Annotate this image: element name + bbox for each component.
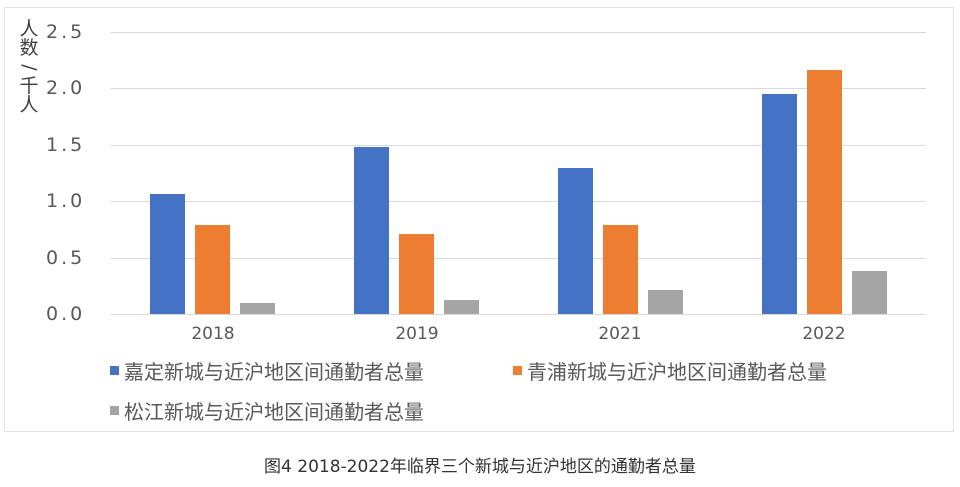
gridline bbox=[111, 314, 926, 315]
bar bbox=[240, 303, 275, 314]
x-tick-label: 2018 bbox=[191, 324, 235, 344]
x-tick-label: 2022 bbox=[802, 324, 846, 344]
y-tick-label: 1.0 bbox=[46, 190, 86, 212]
x-tick-label: 2019 bbox=[395, 324, 439, 344]
gridline bbox=[111, 88, 926, 89]
y-tick-label: 2.0 bbox=[46, 77, 86, 99]
bar bbox=[558, 168, 593, 314]
bar bbox=[603, 225, 638, 314]
legend-swatch-icon bbox=[110, 366, 119, 375]
legend-label: 嘉定新城与近沪地区间通勤者总量 bbox=[124, 360, 424, 384]
legend-item: 青浦新城与近沪地区间通勤者总量 bbox=[513, 356, 827, 385]
bar bbox=[444, 300, 479, 314]
bar bbox=[354, 147, 389, 314]
gridline bbox=[111, 145, 926, 146]
y-tick-label: 0.0 bbox=[46, 303, 86, 325]
bar bbox=[852, 271, 887, 314]
legend-swatch-icon bbox=[110, 406, 119, 415]
legend-swatch-icon bbox=[513, 366, 522, 375]
legend-item: 松江新城与近沪地区间通勤者总量 bbox=[110, 396, 424, 425]
y-tick-label: 2.5 bbox=[46, 20, 86, 43]
y-tick-label: 1.5 bbox=[46, 133, 86, 156]
gridline bbox=[111, 201, 926, 202]
y-axis-label: 人数 / 千人 bbox=[18, 18, 41, 116]
y-axis-label-char: / bbox=[18, 64, 41, 71]
bar bbox=[195, 225, 230, 314]
legend-label: 青浦新城与近沪地区间通勤者总量 bbox=[527, 360, 827, 384]
y-tick-label: 0.5 bbox=[46, 246, 86, 269]
y-axis-label-char: 人 bbox=[19, 94, 39, 116]
bar bbox=[807, 70, 842, 314]
legend-item: 嘉定新城与近沪地区间通勤者总量 bbox=[110, 356, 424, 385]
y-axis-label-char: 千 bbox=[19, 75, 39, 97]
y-axis-label-char: 数 bbox=[19, 37, 39, 59]
bar bbox=[762, 94, 797, 314]
y-axis-label-char: 人 bbox=[19, 18, 39, 40]
gridline bbox=[111, 32, 926, 33]
bar bbox=[399, 234, 434, 314]
figure-caption: 图4 2018-2022年临界三个新城与近沪地区的通勤者总量 bbox=[264, 457, 696, 477]
gridline bbox=[111, 258, 926, 259]
legend-label: 松江新城与近沪地区间通勤者总量 bbox=[124, 400, 424, 424]
bar bbox=[648, 290, 683, 314]
x-tick-label: 2021 bbox=[598, 324, 642, 344]
bar bbox=[150, 194, 185, 314]
